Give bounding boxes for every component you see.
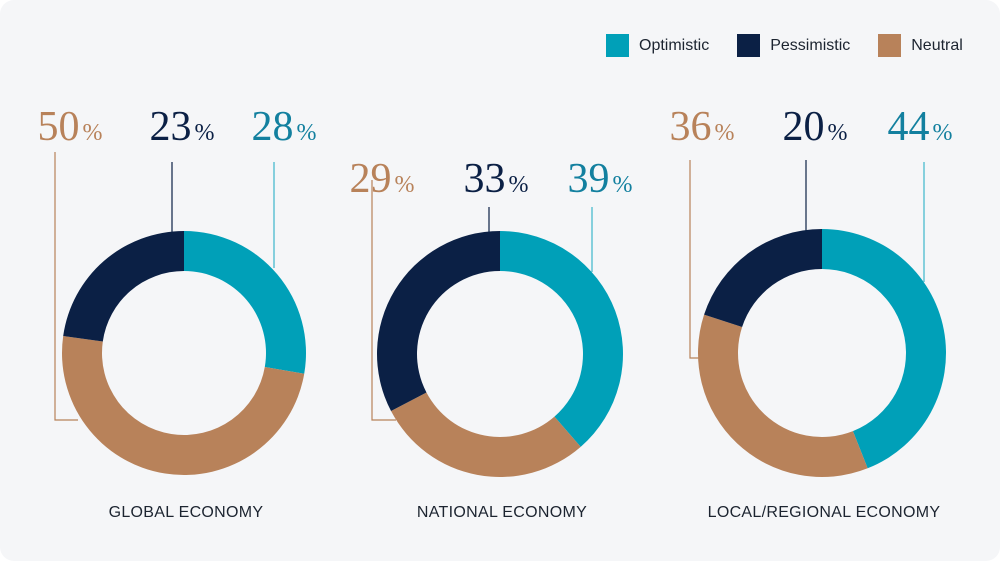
data-label-optimistic: 39% — [568, 156, 633, 202]
donut-title: LOCAL/REGIONAL ECONOMY — [708, 504, 941, 521]
legend-swatch — [606, 34, 629, 57]
percent-sign: % — [613, 172, 633, 198]
slice-optimistic — [822, 229, 946, 469]
percent-sign: % — [297, 120, 317, 146]
slice-pessimistic — [377, 231, 500, 412]
legend-item-pessimistic: Pessimistic — [737, 34, 850, 57]
legend-item-optimistic: Optimistic — [606, 34, 709, 57]
percent-sign: % — [195, 120, 215, 146]
data-label-neutral: 29% — [350, 156, 415, 202]
legend-label: Pessimistic — [770, 36, 851, 54]
data-label-neutral: 50% — [38, 104, 103, 150]
value: 23 — [150, 104, 192, 150]
leader-line-neutral — [371, 180, 396, 421]
value: 29 — [350, 156, 392, 202]
slice-neutral — [391, 392, 581, 477]
percent-sign: % — [715, 120, 735, 146]
percent-sign: % — [395, 172, 415, 198]
percent-sign: % — [828, 120, 848, 146]
percent-sign: % — [83, 120, 103, 146]
slice-pessimistic — [704, 229, 822, 328]
percent-sign: % — [933, 120, 953, 146]
value: 20 — [783, 104, 825, 150]
legend: Optimistic Pessimistic Neutral — [606, 34, 991, 57]
value: 28 — [252, 104, 294, 150]
donut-2: 39 %33 %29 %NATIONAL ECONOMY — [350, 156, 633, 521]
data-label-pessimistic: 20% — [783, 104, 848, 150]
donut-1: 28 %23 %50 %GLOBAL ECONOMY — [38, 104, 317, 521]
slice-optimistic — [500, 231, 623, 447]
legend-label: Neutral — [911, 36, 963, 54]
value: 33 — [464, 156, 506, 202]
value: 39 — [568, 156, 610, 202]
legend-swatch — [737, 34, 761, 57]
data-label-pessimistic: 33% — [464, 156, 529, 202]
legend-label: Optimistic — [639, 36, 710, 54]
donut-3: 44 %20 %36 %LOCAL/REGIONAL ECONOMY — [670, 104, 953, 521]
leader-line-neutral — [54, 152, 78, 421]
percent-sign: % — [509, 172, 529, 198]
value: 36 — [670, 104, 712, 150]
data-label-optimistic: 28% — [252, 104, 317, 150]
legend-swatch — [878, 34, 902, 57]
slice-pessimistic — [63, 230, 184, 342]
leader-line-neutral — [689, 160, 704, 359]
data-label-neutral: 36% — [670, 104, 735, 150]
value: 44 — [888, 104, 930, 150]
slice-neutral — [697, 314, 868, 478]
legend-item-neutral: Neutral — [878, 34, 963, 57]
slice-neutral — [61, 335, 305, 476]
donut-title: NATIONAL ECONOMY — [417, 504, 587, 521]
data-label-optimistic: 44% — [888, 104, 953, 150]
data-label-pessimistic: 23% — [150, 104, 215, 150]
donut-title: GLOBAL ECONOMY — [109, 504, 264, 521]
value: 50 — [38, 104, 80, 150]
slice-optimistic — [184, 231, 306, 374]
